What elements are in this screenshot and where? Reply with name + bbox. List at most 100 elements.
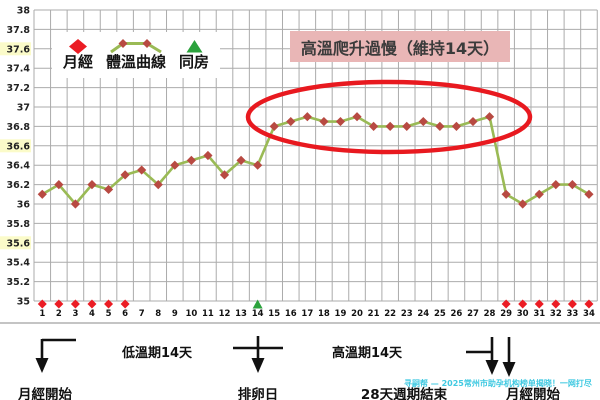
temperature-point (70, 199, 81, 209)
temperature-line (40, 115, 591, 206)
x-tick-label: 34 (583, 309, 595, 319)
legend-label-intercourse: 同房 (179, 53, 210, 72)
menses-day-marker (567, 299, 577, 309)
menses-day-marker (37, 299, 47, 309)
y-tick-label: 35.2 (7, 277, 30, 288)
y-tick-label: 37.4 (7, 64, 31, 75)
y-tick-highlight (0, 139, 31, 153)
temperature-point (37, 189, 47, 199)
x-tick-label: 30 (517, 309, 529, 319)
menses-day-marker (518, 299, 528, 309)
x-tick-label: 12 (219, 309, 231, 319)
temperature-point (170, 160, 180, 170)
menses-day-marker (87, 299, 97, 309)
y-tick-highlight (0, 42, 31, 56)
menses-start-label: 月經開始 (18, 387, 72, 400)
temperature-point (253, 160, 263, 170)
intercourse-day-marker (252, 299, 263, 309)
temperature-point (468, 116, 478, 127)
temperature-point (203, 150, 213, 161)
x-tick-label: 19 (335, 309, 347, 319)
x-tick-label: 31 (533, 309, 545, 319)
x-tick-label: 5 (106, 309, 112, 319)
y-tick-label: 37 (17, 103, 30, 114)
ovulation-arrow (233, 336, 283, 373)
temperature-point (352, 112, 362, 122)
y-tick-label: 37.2 (7, 83, 30, 94)
intercourse-triangle-icon (186, 40, 202, 53)
y-tick-label: 35.4 (7, 258, 31, 269)
menses-start-arrow (35, 338, 76, 373)
menses-day-marker (551, 299, 561, 309)
y-tick-label: 38 (17, 6, 31, 17)
temperature-point (120, 170, 130, 180)
x-tick-label: 7 (139, 309, 145, 319)
temperature-point (153, 180, 163, 190)
y-tick-label: 37.6 (7, 44, 31, 55)
menses-day-marker (104, 299, 114, 309)
menses-day-marker (584, 299, 594, 309)
y-tick-highlight (0, 236, 31, 250)
x-tick-label: 17 (301, 309, 313, 319)
x-tick-label: 3 (72, 309, 78, 319)
x-tick-label: 6 (122, 309, 128, 319)
menses-diamond-icon (68, 39, 87, 55)
temperature-point (54, 180, 64, 190)
chart-title-text: 高溫爬升過慢（維持14天） (300, 38, 500, 58)
legend-item-temperature-curve: 體溫曲線 (106, 39, 166, 71)
menses-day-marker (501, 299, 511, 309)
x-tick-label: 8 (155, 309, 161, 319)
x-tick-label: 9 (172, 309, 178, 319)
temperature-point (551, 180, 561, 190)
temperature-point (286, 116, 296, 127)
temperature-point (518, 199, 528, 209)
temperature-point (87, 180, 97, 190)
y-tick-label: 36.6 (7, 141, 31, 152)
y-tick-label: 37.8 (7, 25, 31, 36)
chart-title-callout: 高溫爬升過慢（維持14天） (290, 31, 510, 62)
y-tick-label: 36.4 (7, 161, 31, 172)
x-tick-label: 23 (401, 309, 413, 319)
temperature-point (484, 112, 495, 122)
cycle-end-arrows (466, 337, 516, 377)
x-tick-label: 2 (56, 309, 62, 319)
legend: 月經 體溫曲線 同房 (52, 32, 220, 78)
x-tick-label: 18 (318, 309, 330, 319)
y-tick-label: 36 (17, 200, 31, 211)
temperature-point (451, 121, 462, 131)
temperature-point (269, 121, 279, 131)
watermark: 寻嗣帮 — 2025常州市助孕机构榜单揭晓！一网打尽 (404, 379, 592, 388)
x-tick-label: 21 (368, 309, 380, 319)
x-tick-label: 24 (417, 309, 429, 319)
temperature-point (385, 121, 395, 131)
x-tick-label: 11 (202, 309, 214, 319)
x-tick-label: 13 (235, 309, 247, 319)
y-tick-label: 35.8 (7, 219, 31, 230)
x-tick-label: 29 (500, 309, 512, 319)
menses-start-label-2: 月經開始 (506, 387, 560, 400)
y-tick-label: 36.8 (7, 122, 31, 133)
cycle-end-label: 28天週期結束 (360, 387, 448, 400)
temperature-point (103, 184, 114, 195)
temperature-point (369, 121, 379, 131)
x-tick-label: 26 (451, 309, 463, 319)
menses-day-marker (70, 299, 80, 309)
x-tick-label: 22 (384, 309, 396, 319)
x-tick-label: 33 (566, 309, 578, 319)
temperature-point (584, 189, 594, 199)
temperature-point (186, 155, 196, 165)
x-tick-label: 14 (252, 309, 264, 319)
x-tick-label: 16 (285, 309, 297, 319)
legend-label-menses: 月經 (62, 53, 93, 72)
temperature-point (335, 116, 346, 127)
temperature-point (418, 116, 428, 127)
x-tick-label: 32 (550, 309, 562, 319)
x-tick-label: 1 (39, 309, 45, 319)
temperature-point (501, 189, 511, 199)
temperature-curve-icon (110, 39, 162, 54)
ovulation-label: 排卵日 (237, 387, 279, 400)
x-tick-label: 25 (434, 309, 446, 319)
